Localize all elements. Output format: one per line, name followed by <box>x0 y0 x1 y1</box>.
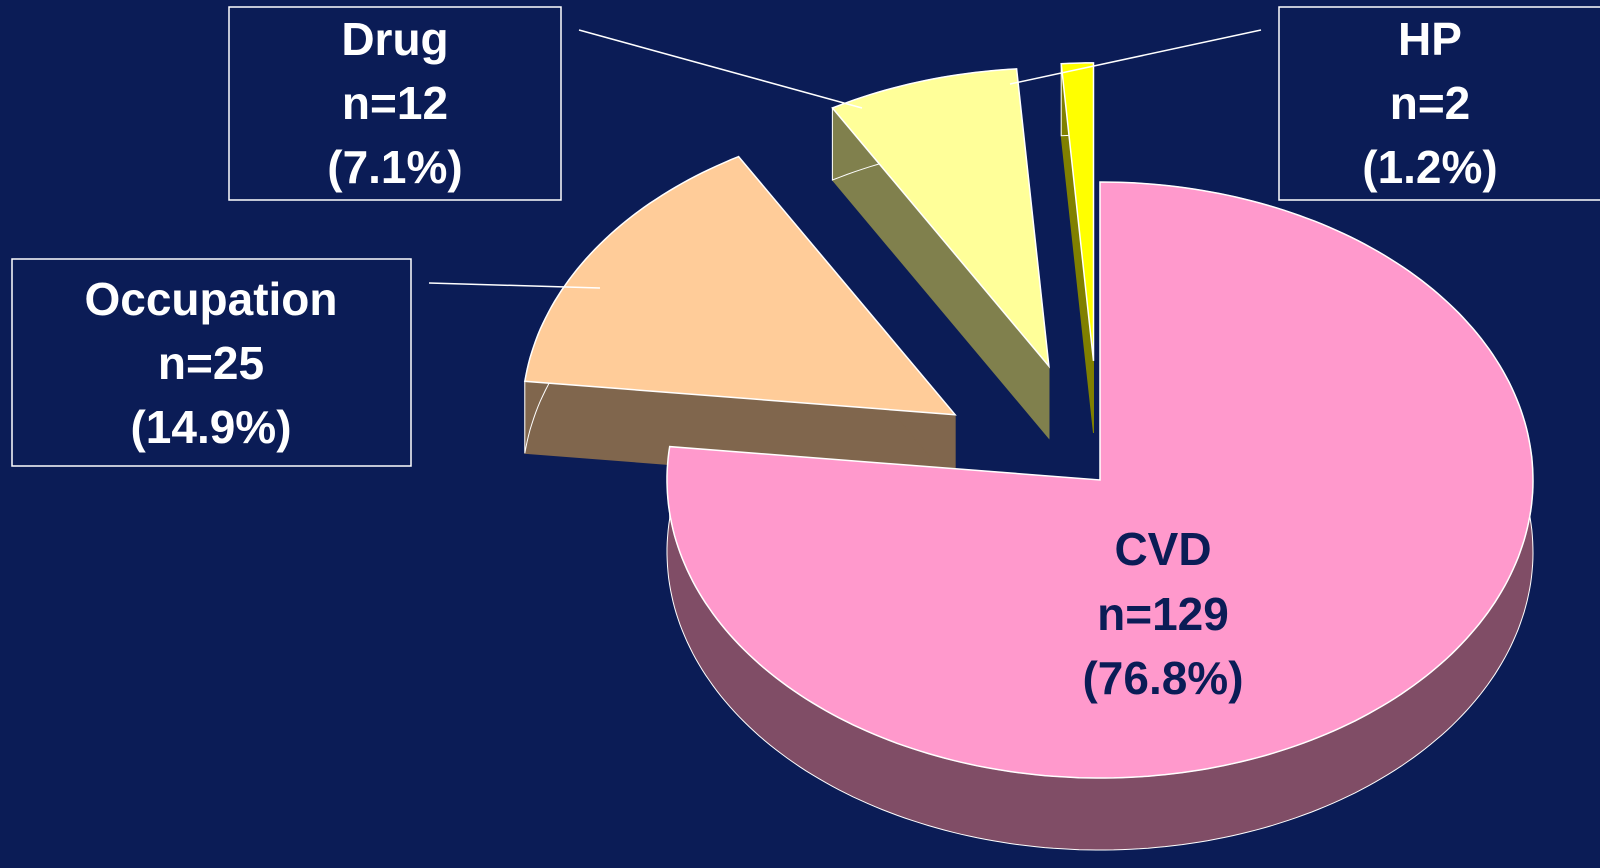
leader-line <box>578 29 863 109</box>
slice-percent: (14.9%) <box>130 401 291 453</box>
slice-percent: (7.1%) <box>327 141 462 193</box>
slice-label: CVD <box>1114 523 1211 575</box>
label-box <box>1278 6 1600 201</box>
slice-count: n=129 <box>1097 588 1229 640</box>
slice <box>666 181 1534 779</box>
slice <box>523 155 957 416</box>
label-box <box>11 258 412 467</box>
pie-tops <box>523 62 1534 779</box>
label-box <box>228 6 562 201</box>
slice-count: n=12 <box>342 77 448 129</box>
slice-count: n=25 <box>158 337 264 389</box>
slice-label: Occupation <box>84 273 337 325</box>
leader-line <box>428 282 601 289</box>
slice-label: Drug <box>341 13 448 65</box>
slice-percent: (76.8%) <box>1082 652 1243 704</box>
slice-count: n=2 <box>1390 77 1471 129</box>
slice <box>1060 62 1095 361</box>
slice-percent: (1.2%) <box>1362 141 1497 193</box>
slice-label: HP <box>1398 13 1462 65</box>
pie <box>523 62 1534 851</box>
slice <box>831 68 1050 369</box>
leader-line <box>1009 29 1262 85</box>
